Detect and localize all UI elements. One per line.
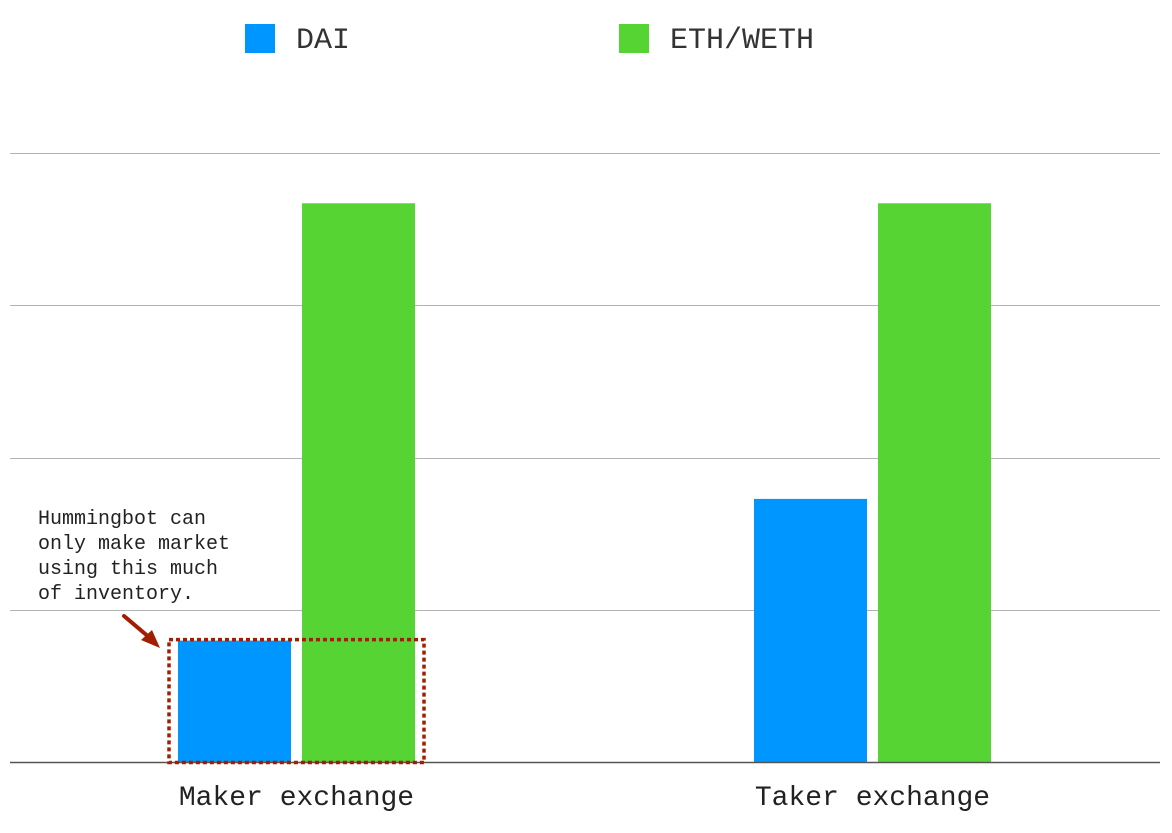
legend-label: ETH/WETH [670,24,814,58]
x-tick-label: Taker exchange [755,783,990,814]
annotation-text-line: of inventory. [38,583,194,606]
legend-swatch [619,24,649,53]
annotation-text-line: only make market [38,533,230,556]
annotation-text-line: Hummingbot can [38,508,206,531]
arrow-shaft [122,614,152,640]
annotation-text-line: using this much [38,558,218,581]
highlight-box [167,637,426,765]
bars [178,203,991,763]
x-tick-label: Maker exchange [179,783,414,814]
bar-eth-weth-taker-exchange [878,203,991,763]
bar-eth-weth-maker-exchange [302,203,415,763]
legend-label: DAI [296,24,350,58]
x-axis-labels: Maker exchange Taker exchange [179,783,990,814]
legend-swatch [245,24,275,53]
bar-dai-taker-exchange [754,498,867,763]
bar-dai-maker-exchange [178,640,291,763]
legend: DAI ETH/WETH [245,24,814,58]
arrow-head [141,630,160,648]
